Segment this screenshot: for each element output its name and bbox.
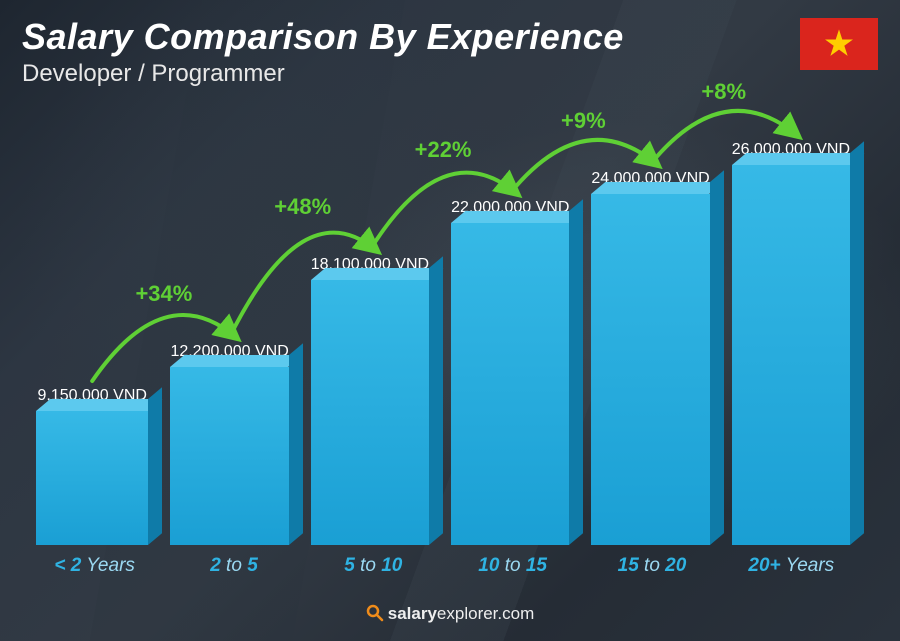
logo-icon xyxy=(366,604,384,627)
bar-column: 26,000,000 VND xyxy=(732,141,850,545)
x-axis-label: 20+ Years xyxy=(733,555,850,577)
bar-column: 22,000,000 VND xyxy=(451,199,569,545)
bar xyxy=(451,223,569,545)
star-icon xyxy=(823,27,855,59)
x-axis-label: 5 to 10 xyxy=(315,555,432,577)
bar xyxy=(170,367,288,545)
x-axis-labels: < 2 Years 2 to 5 5 to 10 10 to 15 15 to 20 20… xyxy=(30,555,856,577)
footer: salaryexplorer.com xyxy=(0,604,900,627)
salary-bar-chart: 9,150,000 VND12,200,000 VND18,100,000 VN… xyxy=(30,110,856,577)
footer-brand-bold: salary xyxy=(388,604,437,623)
x-axis-label: < 2 Years xyxy=(36,555,153,577)
x-axis-label: 10 to 15 xyxy=(454,555,571,577)
bar-column: 18,100,000 VND xyxy=(311,256,429,545)
country-flag-vietnam xyxy=(800,18,878,70)
footer-brand-rest: explorer.com xyxy=(437,604,534,623)
x-axis-label: 2 to 5 xyxy=(175,555,292,577)
bar xyxy=(591,194,709,545)
bar-column: 12,200,000 VND xyxy=(170,343,288,545)
bar xyxy=(36,411,148,545)
bar-column: 24,000,000 VND xyxy=(591,170,709,545)
flag-background xyxy=(800,18,878,70)
header: Salary Comparison By Experience Develope… xyxy=(22,16,878,88)
bar xyxy=(311,280,429,545)
chart-title: Salary Comparison By Experience xyxy=(22,16,878,58)
bars-container: 9,150,000 VND12,200,000 VND18,100,000 VN… xyxy=(30,110,856,545)
bar-column: 9,150,000 VND xyxy=(36,387,148,545)
chart-subtitle: Developer / Programmer xyxy=(22,60,878,88)
x-axis-label: 15 to 20 xyxy=(593,555,710,577)
bar xyxy=(732,165,850,545)
